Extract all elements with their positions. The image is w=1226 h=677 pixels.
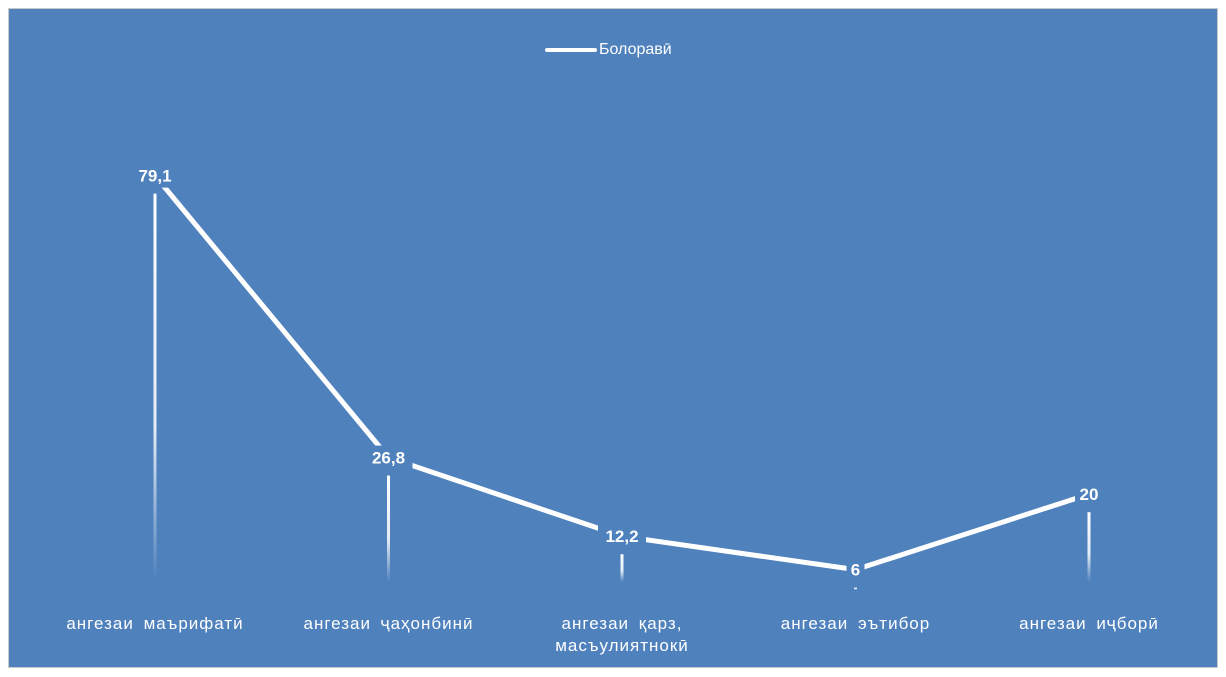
series-line-segment <box>853 491 1092 573</box>
drop-line <box>854 587 857 590</box>
data-label-background <box>1075 482 1103 507</box>
drop-line <box>1087 512 1091 582</box>
x-tick-label: ангезаи ҷаҳонбинӣ <box>303 614 474 633</box>
x-tick-label: ангезаи эътибор <box>780 614 931 633</box>
chart-area <box>8 8 1218 668</box>
drop-line <box>387 475 390 582</box>
data-label: 79,1 <box>138 167 171 186</box>
legend-label: Болоравӣ <box>599 41 672 58</box>
x-tick-label: ангезаи маърифатӣ <box>66 614 244 633</box>
series-line-segment <box>619 533 858 573</box>
drop-line <box>620 554 624 582</box>
data-label-background <box>131 163 179 188</box>
data-label: 20 <box>1080 485 1099 504</box>
data-label-background <box>846 557 865 582</box>
drop-line <box>153 193 157 582</box>
x-tick-label: ангезаи иҷборӣ <box>1019 614 1159 633</box>
data-label-background <box>598 524 646 549</box>
series-line-segment <box>386 455 625 539</box>
data-label: 6 <box>851 561 860 580</box>
data-label: 26,8 <box>372 449 405 468</box>
legend-line-swatch <box>545 48 597 52</box>
data-label: 12,2 <box>605 527 638 546</box>
data-label-background <box>364 445 413 470</box>
legend: Болоравӣ <box>545 38 672 62</box>
series-line-segment <box>152 173 391 461</box>
x-tick-label: ангезаи қарз, масъулиятнокӣ <box>555 614 689 655</box>
